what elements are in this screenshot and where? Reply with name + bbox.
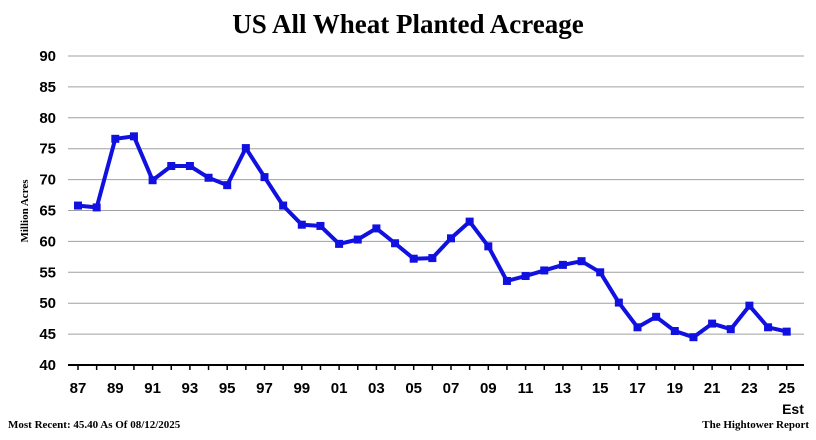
x-tick-label: 07: [443, 380, 460, 397]
data-point-15: [596, 268, 605, 277]
grid-lines: [68, 55, 804, 335]
series-line: [77, 134, 788, 340]
x-tick-label: 19: [666, 380, 683, 397]
data-point-21: [708, 319, 717, 328]
footer-most-recent: Most Recent: 45.40 As Of 08/12/2025: [8, 419, 181, 431]
x-axis-ticks: 87 89 91 93 95 97 99 01 03 05 07 09 11 13 15 17 19 21 23 25: [70, 380, 795, 397]
data-point-06: [428, 254, 437, 263]
x-tick-label: 89: [107, 380, 124, 397]
data-point-92: [167, 162, 176, 171]
data-point-23: [745, 301, 754, 310]
x-tick-label: 23: [741, 380, 758, 397]
data-point-24: [764, 323, 773, 332]
data-point-93: [185, 162, 194, 171]
data-point-90: [129, 132, 138, 141]
data-point-94: [204, 173, 213, 182]
y-tick-label: 45: [39, 326, 56, 343]
y-tick-label: 60: [39, 233, 56, 250]
x-tick-label: 99: [293, 380, 310, 397]
chart-title: US All Wheat Planted Acreage: [232, 9, 584, 39]
x-tick-label: 25: [778, 380, 795, 397]
y-tick-label: 85: [39, 79, 56, 96]
data-points: [74, 132, 791, 342]
data-point-22: [726, 325, 735, 334]
data-point-96: [241, 144, 250, 153]
footer-source: The Hightower Report: [702, 419, 809, 431]
data-point-16: [614, 298, 623, 307]
data-point-01: [335, 239, 344, 248]
data-point-25: [782, 327, 791, 336]
data-point-12: [540, 266, 549, 275]
data-point-04: [391, 239, 400, 248]
data-point-18: [652, 312, 661, 321]
x-tick-label: 11: [518, 380, 534, 397]
data-point-07: [447, 234, 455, 243]
data-point-05: [409, 254, 418, 263]
data-point-98: [279, 201, 288, 210]
data-point-13: [558, 260, 567, 269]
data-point-09: [484, 242, 493, 251]
y-axis-ticks: 40 45 50 55 60 65 70 75 80 85 90: [39, 48, 56, 374]
data-point-11: [521, 272, 530, 281]
data-point-89: [111, 134, 120, 143]
y-tick-label: 55: [39, 264, 56, 281]
y-axis-label: Million Acres: [19, 179, 31, 243]
data-point-14: [577, 257, 586, 266]
x-tick-label: 01: [331, 380, 348, 397]
x-tick-label: 17: [629, 380, 646, 397]
data-point-88: [92, 203, 101, 212]
y-tick-label: 40: [39, 357, 56, 374]
x-tick-label: 05: [405, 380, 422, 397]
x-axis: [68, 364, 804, 370]
x-tick-label: 09: [480, 380, 497, 397]
x-tick-est-note: Est: [782, 401, 804, 417]
x-tick-label: 13: [555, 380, 572, 397]
data-point-20: [689, 333, 698, 342]
data-point-97: [260, 173, 269, 182]
data-point-17: [633, 323, 642, 332]
data-point-10: [502, 276, 511, 285]
data-point-00: [316, 221, 325, 230]
data-point-08: [465, 217, 474, 226]
data-point-02: [353, 235, 362, 244]
x-tick-label: 03: [368, 380, 385, 397]
x-tick-label: 95: [219, 380, 236, 397]
data-point-95: [223, 181, 232, 190]
y-tick-label: 70: [39, 172, 56, 189]
x-tick-label: 93: [182, 380, 199, 397]
x-tick-label: 87: [70, 380, 87, 397]
x-tick-label: 21: [704, 380, 721, 397]
data-point-99: [297, 220, 306, 229]
y-tick-label: 80: [39, 110, 56, 127]
data-point-91: [148, 176, 157, 185]
data-point-03: [372, 224, 381, 233]
y-tick-label: 50: [39, 295, 56, 312]
y-tick-label: 90: [39, 48, 56, 65]
data-point-19: [670, 327, 679, 336]
x-tick-label: 97: [256, 380, 273, 397]
x-tick-label: 91: [144, 380, 161, 397]
data-point-87: [74, 201, 82, 210]
x-tick-label: 15: [592, 380, 609, 397]
y-tick-label: 75: [39, 141, 56, 158]
y-tick-label: 65: [39, 203, 56, 220]
